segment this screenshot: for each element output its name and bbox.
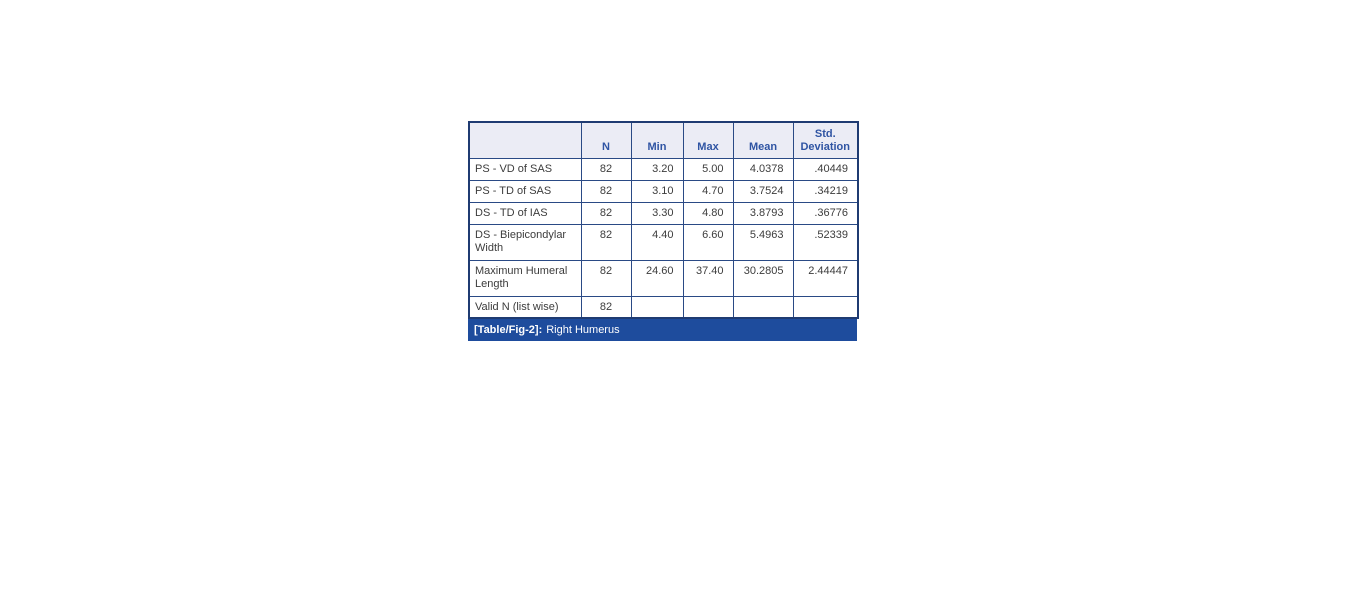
- row-label: Maximum Humeral Length: [468, 259, 582, 297]
- std-cell: [792, 295, 859, 318]
- std-cell: .36776: [792, 201, 859, 225]
- max-cell: 37.40: [682, 259, 734, 297]
- caption-text: Right Humerus: [546, 323, 620, 336]
- table-row: DS - Biepicondylar Width 82 4.40 6.60 5.…: [468, 223, 859, 261]
- max-cell: 4.80: [682, 201, 734, 225]
- n-cell: 82: [580, 179, 632, 203]
- n-cell: 82: [580, 259, 632, 297]
- min-cell: [630, 295, 684, 318]
- table-row: Maximum Humeral Length 82 24.60 37.40 30…: [468, 259, 859, 297]
- std-cell: 2.44447: [792, 259, 859, 297]
- column-header-mean: Mean: [732, 121, 794, 159]
- n-cell: 82: [580, 201, 632, 225]
- descriptive-statistics-table: N Min Max Mean Std. Deviation PS - VD of…: [468, 121, 859, 341]
- column-header-n: N: [580, 121, 632, 159]
- table-row: PS - VD of SAS 82 3.20 5.00 4.0378 .4044…: [468, 157, 859, 181]
- std-cell: .40449: [792, 157, 859, 181]
- n-cell: 82: [580, 295, 632, 318]
- table-caption: [Table/Fig-2]: Right Humerus: [468, 318, 857, 341]
- std-cell: .34219: [792, 179, 859, 203]
- min-cell: 3.30: [630, 201, 684, 225]
- stats-table: N Min Max Mean Std. Deviation PS - VD of…: [468, 121, 859, 319]
- min-cell: 4.40: [630, 223, 684, 261]
- min-cell: 3.20: [630, 157, 684, 181]
- mean-cell: 4.0378: [732, 157, 794, 181]
- max-cell: 6.60: [682, 223, 734, 261]
- max-cell: 5.00: [682, 157, 734, 181]
- column-header-empty: [468, 121, 582, 159]
- table-row: PS - TD of SAS 82 3.10 4.70 3.7524 .3421…: [468, 179, 859, 203]
- n-cell: 82: [580, 223, 632, 261]
- row-label: PS - VD of SAS: [468, 157, 582, 181]
- row-label: Valid N (list wise): [468, 295, 582, 318]
- min-cell: 24.60: [630, 259, 684, 297]
- std-cell: .52339: [792, 223, 859, 261]
- row-label: PS - TD of SAS: [468, 179, 582, 203]
- row-label: DS - Biepicondylar Width: [468, 223, 582, 261]
- row-label: DS - TD of IAS: [468, 201, 582, 225]
- column-header-min: Min: [630, 121, 684, 159]
- table-row: DS - TD of IAS 82 3.30 4.80 3.8793 .3677…: [468, 201, 859, 225]
- max-cell: [682, 295, 734, 318]
- header-row: N Min Max Mean Std. Deviation: [468, 121, 859, 159]
- n-cell: 82: [580, 157, 632, 181]
- table-row: Valid N (list wise) 82: [468, 295, 859, 318]
- mean-cell: 30.2805: [732, 259, 794, 297]
- caption-tag: [Table/Fig-2]:: [474, 323, 543, 336]
- mean-cell: 3.7524: [732, 179, 794, 203]
- max-cell: 4.70: [682, 179, 734, 203]
- mean-cell: 3.8793: [732, 201, 794, 225]
- column-header-max: Max: [682, 121, 734, 159]
- column-header-std-deviation: Std. Deviation: [792, 121, 859, 159]
- min-cell: 3.10: [630, 179, 684, 203]
- mean-cell: 5.4963: [732, 223, 794, 261]
- mean-cell: [732, 295, 794, 318]
